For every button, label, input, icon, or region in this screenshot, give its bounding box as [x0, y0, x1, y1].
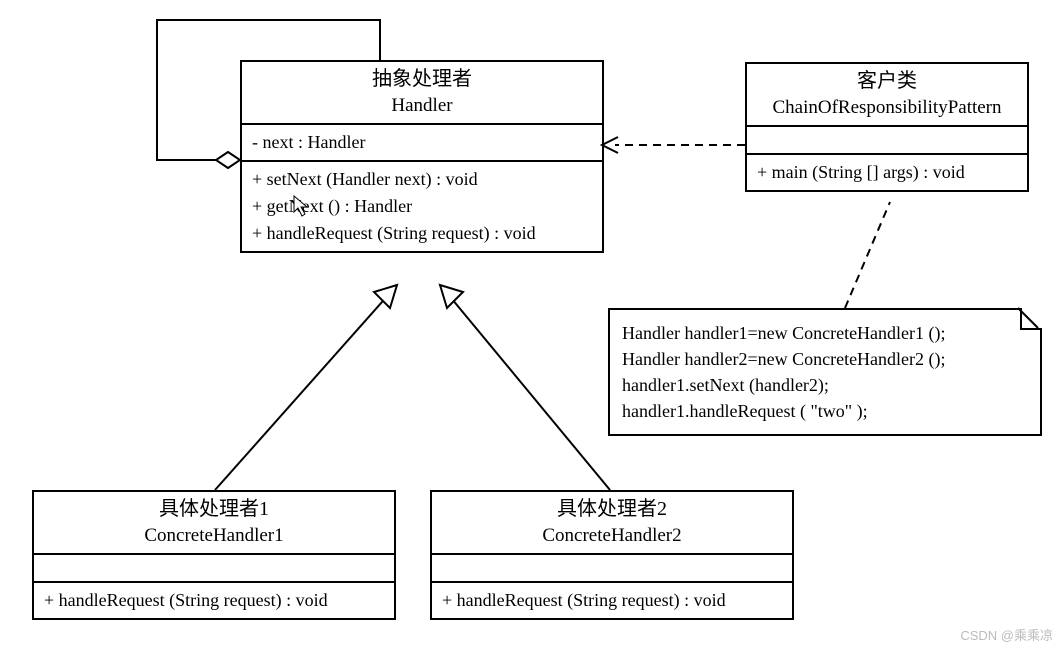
- class-concrete1-ops: + handleRequest (String request) : void: [34, 583, 394, 618]
- op: + handleRequest (String request) : void: [252, 220, 592, 247]
- class-concrete1-title-en: ConcreteHandler1: [42, 523, 386, 549]
- note-line: Handler handler2=new ConcreteHandler2 ()…: [622, 346, 1028, 372]
- edge-concrete1-inherit-arrow: [374, 285, 397, 308]
- class-client: 客户类 ChainOfResponsibilityPattern + main …: [745, 62, 1029, 192]
- edge-concrete2-inherit-line: [447, 293, 610, 490]
- class-concrete1: 具体处理者1 ConcreteHandler1 + handleRequest …: [32, 490, 396, 620]
- note-box: Handler handler1=new ConcreteHandler1 ()…: [608, 308, 1042, 436]
- edge-self-aggregation-diamond: [216, 152, 240, 168]
- note-line: handler1.handleRequest ( "two" );: [622, 398, 1028, 424]
- class-client-title-en: ChainOfResponsibilityPattern: [755, 95, 1019, 121]
- attr: - next : Handler: [252, 129, 592, 156]
- class-handler-title-zh: 抽象处理者: [250, 66, 594, 93]
- op: + main (String [] args) : void: [757, 159, 1017, 186]
- class-handler: 抽象处理者 Handler - next : Handler + setNext…: [240, 60, 604, 253]
- class-concrete1-title-zh: 具体处理者1: [42, 496, 386, 523]
- class-handler-ops: + setNext (Handler next) : void + getNex…: [242, 162, 602, 251]
- op: + setNext (Handler next) : void: [252, 166, 592, 193]
- class-concrete1-header: 具体处理者1 ConcreteHandler1: [34, 492, 394, 555]
- op: + getNext () : Handler: [252, 193, 592, 220]
- note-line: handler1.setNext (handler2);: [622, 372, 1028, 398]
- class-client-title-zh: 客户类: [755, 68, 1019, 95]
- class-client-ops: + main (String [] args) : void: [747, 155, 1027, 190]
- class-handler-attrs: - next : Handler: [242, 125, 602, 162]
- class-handler-title-en: Handler: [250, 93, 594, 119]
- op: + handleRequest (String request) : void: [442, 587, 782, 614]
- watermark-text: CSDN @乘乘凉: [960, 625, 1053, 644]
- note-fold-corner: [1020, 308, 1042, 330]
- class-concrete2-ops: + handleRequest (String request) : void: [432, 583, 792, 618]
- edge-client-dependency-arrow: [602, 137, 618, 153]
- class-handler-header: 抽象处理者 Handler: [242, 62, 602, 125]
- class-concrete2-title-en: ConcreteHandler2: [440, 523, 784, 549]
- class-client-header: 客户类 ChainOfResponsibilityPattern: [747, 64, 1027, 127]
- edge-note-link: [845, 202, 890, 308]
- op: + handleRequest (String request) : void: [44, 587, 384, 614]
- diagram-canvas: 抽象处理者 Handler - next : Handler + setNext…: [0, 0, 1063, 650]
- class-concrete2-header: 具体处理者2 ConcreteHandler2: [432, 492, 792, 555]
- class-concrete2-title-zh: 具体处理者2: [440, 496, 784, 523]
- class-concrete1-attrs: [34, 555, 394, 583]
- class-concrete2: 具体处理者2 ConcreteHandler2 + handleRequest …: [430, 490, 794, 620]
- class-client-attrs: [747, 127, 1027, 155]
- edge-concrete2-inherit-arrow: [440, 285, 463, 308]
- edge-concrete1-inherit-line: [215, 293, 390, 490]
- class-concrete2-attrs: [432, 555, 792, 583]
- note-line: Handler handler1=new ConcreteHandler1 ()…: [622, 320, 1028, 346]
